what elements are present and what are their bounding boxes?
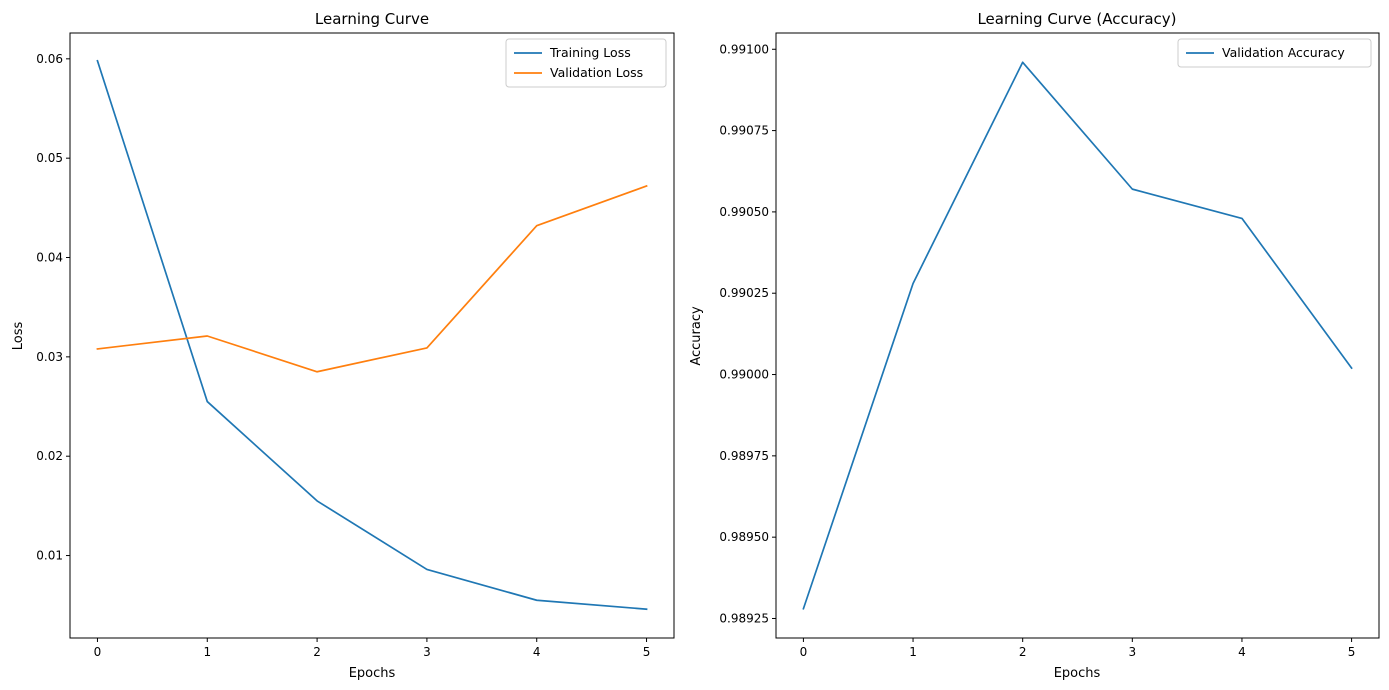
accuracy-x-axis-label: Epochs <box>1054 666 1101 681</box>
loss-y-tick-label: 0.02 <box>36 449 63 463</box>
loss-plot-frame <box>69 32 675 639</box>
loss-y-axis-label: Loss <box>11 322 26 351</box>
accuracy-x-tick-label: 2 <box>1019 645 1027 659</box>
loss-chart-title: Learning Curve <box>315 10 429 28</box>
accuracy-y-tick-label: 0.98950 <box>719 530 769 544</box>
accuracy-x-tick-label: 0 <box>800 645 808 659</box>
loss-x-tick-label: 4 <box>533 645 541 659</box>
loss-x-tick-label: 0 <box>94 645 102 659</box>
accuracy-legend: Validation Accuracy <box>1177 38 1372 68</box>
accuracy-legend-box <box>1177 38 1372 68</box>
accuracy-y-tick-label: 0.99000 <box>719 368 769 382</box>
accuracy-plot-frame <box>775 32 1380 639</box>
accuracy-y-tick-label: 0.98925 <box>719 611 769 625</box>
accuracy-y-tick-label: 0.99025 <box>719 286 769 300</box>
accuracy-x-tick-label: 1 <box>909 645 917 659</box>
loss-series-line-2 <box>96 184 648 373</box>
accuracy-chart: Learning Curve (Accuracy) Epochs Accurac… <box>689 10 1380 681</box>
accuracy-y-tick-label: 0.99075 <box>719 124 769 138</box>
loss-lines <box>96 59 648 611</box>
accuracy-x-tick-label: 5 <box>1348 645 1356 659</box>
loss-y-tick-label: 0.01 <box>36 549 63 563</box>
accuracy-y-tick-label: 0.99100 <box>719 42 769 56</box>
loss-y-tick-label: 0.04 <box>36 251 63 265</box>
accuracy-y-tick-label: 0.98975 <box>719 449 769 463</box>
loss-y-tick-label: 0.05 <box>36 151 63 165</box>
loss-x-tick-label: 5 <box>643 645 651 659</box>
accuracy-legend-label: Validation Accuracy <box>1222 45 1345 60</box>
loss-legend-label: Training Loss <box>549 45 631 60</box>
loss-legend: Training Loss Validation Loss <box>505 38 667 88</box>
accuracy-ticks: 0 1 2 3 4 5 0.98925 0.98950 0.98975 0.99000 0.9902… <box>719 42 1355 659</box>
accuracy-series-line-1 <box>802 61 1353 610</box>
loss-chart: Learning Curve Epochs Loss 0 1 2 3 4 5 0.01 0.0… <box>11 10 675 681</box>
loss-y-tick-label: 0.03 <box>36 350 63 364</box>
loss-legend-label: Validation Loss <box>550 65 643 80</box>
accuracy-y-axis-label: Accuracy <box>689 306 704 366</box>
accuracy-chart-title: Learning Curve (Accuracy) <box>977 10 1176 28</box>
accuracy-lines <box>802 61 1353 610</box>
loss-ticks: 0 1 2 3 4 5 0.01 0.02 0.03 0.04 0.05 0.06 <box>36 52 650 659</box>
accuracy-x-tick-label: 4 <box>1238 645 1246 659</box>
loss-x-tick-label: 3 <box>423 645 431 659</box>
loss-legend-box <box>505 38 667 88</box>
loss-x-tick-label: 2 <box>313 645 321 659</box>
loss-series-line-1 <box>96 59 648 611</box>
loss-y-tick-label: 0.06 <box>36 52 63 66</box>
loss-x-tick-label: 1 <box>203 645 211 659</box>
loss-x-axis-label: Epochs <box>349 666 396 681</box>
accuracy-x-tick-label: 3 <box>1128 645 1136 659</box>
accuracy-y-tick-label: 0.99050 <box>719 205 769 219</box>
